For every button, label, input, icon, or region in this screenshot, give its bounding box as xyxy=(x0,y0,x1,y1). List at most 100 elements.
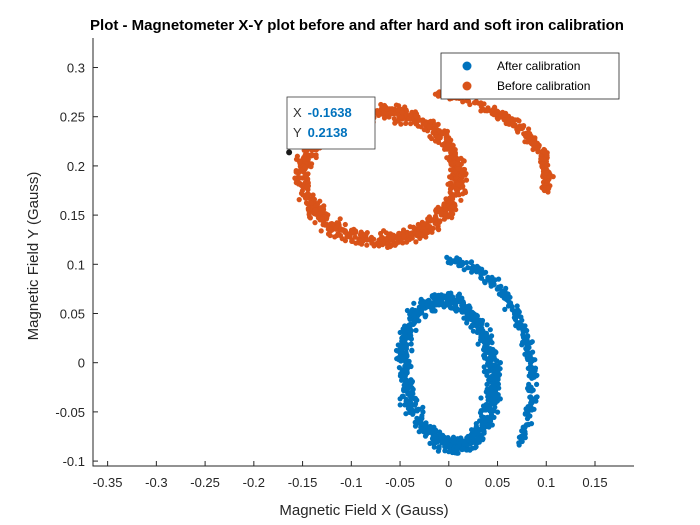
data-point xyxy=(475,430,481,436)
data-point xyxy=(451,439,457,445)
data-point xyxy=(419,233,425,239)
data-point xyxy=(481,270,487,276)
data-point xyxy=(335,231,341,237)
data-point xyxy=(488,399,494,405)
x-tick-label: -0.25 xyxy=(190,475,220,490)
data-point xyxy=(379,234,385,240)
data-point xyxy=(383,236,389,242)
data-point xyxy=(407,393,413,399)
data-point xyxy=(295,178,301,184)
data-point xyxy=(440,301,446,307)
data-point xyxy=(304,183,311,189)
data-point xyxy=(436,134,442,140)
data-point xyxy=(450,211,456,217)
data-point xyxy=(369,240,375,246)
data-point xyxy=(352,234,358,240)
data-point xyxy=(448,161,454,167)
data-point xyxy=(435,90,441,96)
data-point xyxy=(350,230,356,236)
data-point xyxy=(340,227,346,233)
data-point xyxy=(515,309,521,315)
data-point xyxy=(461,315,467,321)
data-point xyxy=(468,432,474,438)
data-point xyxy=(491,111,497,117)
data-point xyxy=(516,442,522,448)
data-point xyxy=(324,215,330,221)
data-point xyxy=(409,347,415,353)
data-point xyxy=(296,197,302,203)
data-point xyxy=(422,433,429,439)
data-point xyxy=(507,300,514,306)
data-point xyxy=(525,404,531,410)
legend[interactable]: After calibration Before calibration xyxy=(440,52,620,100)
data-point xyxy=(422,121,428,127)
data-point xyxy=(481,428,487,435)
data-point xyxy=(468,260,474,266)
data-point xyxy=(298,190,305,196)
data-point xyxy=(475,341,481,347)
data-point xyxy=(397,329,403,336)
data-point xyxy=(454,444,460,450)
data-point xyxy=(523,327,529,333)
data-point xyxy=(447,174,453,180)
data-point xyxy=(431,444,437,450)
data-point xyxy=(534,146,540,152)
data-point xyxy=(489,408,495,414)
datatip[interactable]: X -0.1638 Y 0.2138 xyxy=(286,96,376,156)
data-point xyxy=(305,207,311,213)
data-point xyxy=(398,121,404,127)
data-point xyxy=(538,156,544,162)
data-point xyxy=(464,447,470,453)
data-point xyxy=(490,348,496,354)
data-point xyxy=(302,164,308,170)
data-point xyxy=(426,428,432,434)
data-point xyxy=(320,222,326,228)
data-point xyxy=(418,296,424,302)
data-point xyxy=(364,242,370,248)
data-point xyxy=(358,238,365,244)
data-point xyxy=(528,400,534,406)
data-point xyxy=(312,220,318,226)
data-point xyxy=(401,386,407,392)
data-point xyxy=(305,191,311,198)
data-point xyxy=(497,396,503,402)
data-point xyxy=(469,309,475,315)
data-point xyxy=(399,377,405,383)
data-point xyxy=(324,222,330,228)
data-point xyxy=(401,373,407,379)
data-point xyxy=(411,310,417,317)
x-tick-label: 0 xyxy=(445,475,452,490)
data-point xyxy=(364,237,370,243)
data-point xyxy=(484,381,490,387)
data-point xyxy=(395,235,401,241)
y-axis: -0.1 -0.05 0 0.05 0.1 0.15 0.2 0.25 0.3 xyxy=(55,61,98,469)
data-point xyxy=(446,157,452,163)
data-point xyxy=(421,127,427,133)
data-point xyxy=(485,394,491,400)
data-point xyxy=(479,319,485,326)
data-point xyxy=(481,364,487,370)
data-point xyxy=(464,260,470,266)
x-tick-label: 0.15 xyxy=(582,475,607,490)
data-point xyxy=(402,367,408,373)
data-point xyxy=(411,300,417,306)
data-point xyxy=(400,354,406,360)
data-point xyxy=(453,186,459,192)
data-point xyxy=(357,232,363,238)
data-point xyxy=(524,416,531,422)
data-point xyxy=(411,319,417,326)
data-point xyxy=(391,116,397,122)
data-point xyxy=(450,434,457,440)
data-point xyxy=(460,99,466,105)
data-point xyxy=(403,107,409,113)
data-point xyxy=(505,117,511,123)
data-point xyxy=(308,200,314,206)
data-point xyxy=(397,346,403,352)
data-point xyxy=(464,435,470,441)
data-point xyxy=(416,224,422,230)
data-point xyxy=(523,346,530,352)
data-point xyxy=(444,254,450,260)
datatip-marker[interactable] xyxy=(286,149,293,156)
data-point xyxy=(428,118,434,124)
data-point xyxy=(401,227,407,233)
